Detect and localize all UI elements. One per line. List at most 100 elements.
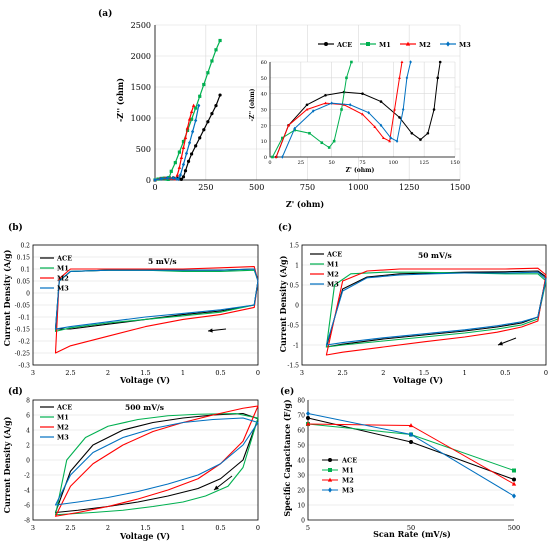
panel-a-legend-label-M3: M3	[459, 41, 471, 49]
xtick-label: 2	[106, 369, 110, 377]
panel-e-point-M3	[409, 431, 413, 438]
panel-e-point-M1	[512, 468, 516, 473]
panel-a-point-M2	[191, 103, 196, 107]
xtick-label: 1	[181, 369, 185, 377]
cv-loop-M1	[325, 271, 547, 348]
inset-point-M1	[281, 136, 284, 140]
legend-label-ACE: ACE	[56, 404, 72, 412]
xtick-label: 1.5	[140, 369, 150, 377]
xtick-label: 2.5	[337, 369, 347, 377]
panel-a-point-M2	[183, 135, 188, 140]
panel-b-label: (b)	[8, 222, 23, 233]
ytick-label: 0.2	[20, 243, 30, 250]
panel-c-xlabel: Voltage (V)	[392, 375, 443, 385]
panel-a-point-M1	[194, 106, 198, 110]
panel-e-point-M3	[512, 493, 516, 499]
ytick-label: -6	[24, 503, 30, 510]
panel-a-point-M3	[197, 103, 201, 108]
inset-point-M3	[330, 101, 333, 105]
inset-point-M1	[332, 139, 336, 143]
ytick-label: 1.5	[289, 243, 299, 250]
panel-a-point-M1	[173, 161, 177, 165]
panel-c-ylabel: Current Density (A/g)	[278, 255, 288, 352]
panel-e-legend-label-M1: M1	[342, 467, 354, 475]
panel-e-point-ACE	[306, 416, 310, 420]
cv-loop-M2	[325, 267, 547, 356]
inset-xlabel: Z' (ohm)	[346, 167, 375, 174]
panel-b-cv-5: (b) 5 mV/s 0.2 0.15 0.1 0.05 0 -0.05 -0.1 -0.15…	[2, 222, 260, 385]
inset-point-ACE	[410, 131, 414, 135]
ytick-label: 0	[295, 303, 299, 310]
panel-a-ytick: 1000	[131, 114, 151, 123]
panel-a-point-M2	[177, 165, 182, 169]
panel-a-legend-label-ACE: ACE	[336, 41, 352, 49]
panel-a-point-M3	[187, 140, 192, 145]
panel-a-xtick: 1000	[348, 183, 368, 192]
inset-point-M2	[324, 101, 327, 105]
panel-a-point-ACE	[186, 159, 191, 163]
inset-point-ACE	[436, 76, 440, 80]
inset-series-M2	[275, 61, 403, 158]
inset-point-M3	[281, 155, 284, 159]
panel-e-legend-marker-ACE	[328, 458, 332, 462]
inset-point-M2	[388, 139, 392, 143]
ytick-label: -0.05	[15, 303, 31, 310]
panel-a-point-M1	[206, 71, 210, 75]
panel-a-point-M1	[181, 139, 186, 144]
panel-e-legend-label-M3: M3	[342, 487, 354, 495]
legend-label-M2: M2	[57, 424, 69, 432]
panel-a-point-M1	[190, 117, 194, 121]
panel-c-cv-50: (c) 50 mV/s 1.5 1 0.5 0 -0.5 -1 -1.53 2.5 2 1.5 1 0…	[278, 222, 548, 385]
panel-e-ytick: 0	[301, 518, 305, 525]
panel-a-legend-label-M1: M1	[379, 41, 391, 49]
panel-a-point-ACE	[181, 175, 186, 179]
xtick-label: 0	[256, 369, 260, 377]
panel-b-annotation: 5 mV/s	[148, 257, 177, 266]
cv-loop-M1	[54, 412, 259, 516]
panel-a-point-M1	[166, 177, 170, 181]
inset-point-M3	[311, 109, 315, 113]
panel-d-cv-500: (d) 500 mV/s 8 6 4 2 0 -2 -4 -6 -83 2.5 2 1.5 1 0.5 0 A…	[2, 386, 260, 541]
xtick-label: 0	[544, 369, 548, 377]
inset-ytick: 40	[261, 92, 267, 98]
inset-point-ACE	[438, 60, 442, 64]
panel-e-point-M3	[306, 410, 310, 417]
inset-point-M2	[382, 136, 385, 140]
panel-a-series-M2	[154, 105, 195, 181]
ytick-label: -0.5	[287, 323, 299, 330]
panel-a-point-ACE	[214, 104, 218, 108]
inset-point-M1	[308, 131, 311, 135]
inset-ytick: 30	[261, 108, 267, 114]
panel-a-point-M1	[210, 59, 214, 63]
ytick-label: -4	[24, 488, 30, 495]
panel-d-xlabel: Voltage (V)	[119, 531, 170, 541]
panel-a-point-ACE	[190, 152, 194, 156]
panel-a-legend-marker-M1	[366, 42, 370, 46]
legend-label-M1: M1	[327, 261, 339, 269]
ytick-label: 0.1	[20, 267, 30, 274]
xtick-label: 1.5	[419, 369, 429, 377]
panel-a-label: (a)	[98, 8, 112, 19]
panel-e-xtick: 50	[407, 524, 415, 532]
panel-e-axes	[307, 400, 514, 521]
cv-loop-M3	[325, 271, 547, 346]
legend-label-M2: M2	[57, 275, 69, 283]
panel-a-ytick: 500	[136, 145, 151, 154]
inset-point-M3	[401, 107, 405, 112]
xtick-label: 2.5	[65, 524, 75, 532]
panel-a-point-ACE	[218, 93, 222, 97]
legend-label-ACE: ACE	[56, 255, 72, 263]
panel-a-point-M3	[171, 176, 175, 181]
panel-e-ytick: 30	[297, 473, 305, 480]
panel-a-point-M2	[187, 117, 192, 121]
inset-ytick: 20	[261, 123, 267, 129]
panel-a-point-M2	[175, 173, 180, 177]
ytick-label: 0	[26, 458, 30, 465]
panel-a-ytick: 2500	[131, 21, 151, 30]
panel-a-point-M3	[184, 151, 189, 156]
plot-frame	[301, 244, 547, 366]
panel-a-point-ACE	[206, 120, 210, 124]
plot-frame	[32, 244, 259, 366]
panel-e-legend-marker-M1	[328, 468, 332, 472]
panel-a-point-ACE	[210, 112, 214, 116]
